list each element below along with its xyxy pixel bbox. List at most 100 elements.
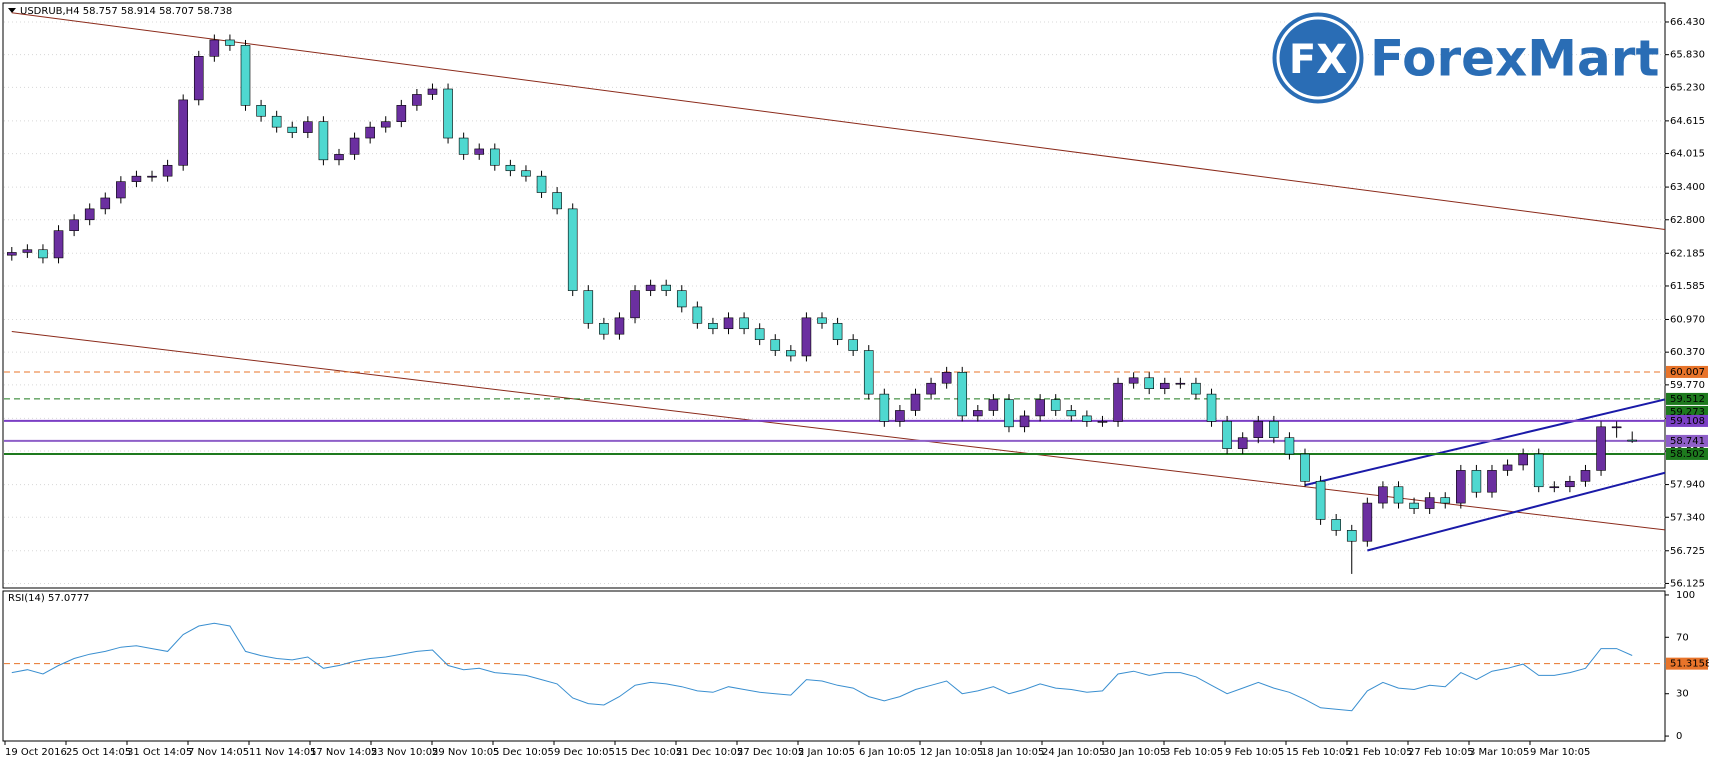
logo: FX ForexMart (1269, 9, 1659, 107)
candle-body (1269, 421, 1279, 439)
candle-body (1159, 382, 1170, 389)
candle-body (474, 148, 485, 155)
candle-body (770, 339, 781, 351)
y-tick-label: 56.725 (1670, 546, 1705, 557)
menu-arrow (8, 8, 16, 13)
candle-body (1378, 486, 1388, 504)
x-tick-label: 27 Dec 10:05 (737, 747, 804, 758)
x-tick-label: 19 Oct 2016 (5, 747, 67, 758)
candle-body (630, 290, 640, 319)
y-tick-label: 65.230 (1670, 82, 1705, 93)
candle-body (505, 164, 516, 172)
candle-body (1596, 426, 1606, 471)
candle-body (1565, 480, 1575, 488)
y-tick-label: 57.340 (1670, 512, 1705, 523)
y-tick-label: 66.430 (1670, 17, 1705, 28)
candle-body (458, 137, 469, 155)
candle-body (1440, 497, 1451, 504)
level-label: 59.512 (1670, 394, 1705, 405)
x-tick-label: 31 Oct 14:05 (127, 747, 192, 758)
candle-body (334, 154, 344, 161)
y-tick-label: 65.830 (1670, 50, 1705, 61)
candle-body (879, 393, 890, 422)
candle-body (1082, 415, 1092, 422)
candle-body (443, 88, 453, 139)
y-tick-label: 62.800 (1670, 215, 1705, 226)
level-label: 60.007 (1670, 367, 1705, 378)
x-tick-label: 2 Jan 10:05 (798, 747, 855, 758)
candle-body (552, 192, 562, 210)
candle-body (349, 137, 360, 155)
candle-body (412, 94, 422, 106)
candle-body (692, 306, 703, 324)
trend-line (1367, 471, 1666, 552)
candle-body (303, 121, 313, 133)
candle-body (848, 339, 858, 351)
x-tick-label: 30 Jan 10:05 (1103, 747, 1166, 758)
candle-body (1424, 497, 1435, 509)
level-label-box (1666, 657, 1708, 670)
candle-body (676, 290, 687, 308)
candle-body (1409, 502, 1419, 509)
y-tick-label: 61.585 (1670, 281, 1705, 292)
level-label-box (1666, 365, 1708, 378)
candle-body (895, 410, 905, 422)
level-label: 59.273 (1670, 407, 1705, 418)
candle-body (365, 126, 375, 139)
x-tick-label: 5 Dec 10:05 (493, 747, 554, 758)
logo-ring (1276, 16, 1360, 100)
x-tick-label: 29 Nov 10:05 (432, 747, 499, 758)
candle-body (1066, 410, 1077, 417)
candle-body (1346, 530, 1357, 542)
candle-body (396, 105, 407, 122)
candle-body (941, 372, 952, 384)
y-tick-label: 70 (1676, 632, 1689, 643)
candle-body (1580, 470, 1591, 482)
level-label-box (1666, 414, 1708, 427)
y-tick-label: 63.400 (1670, 182, 1705, 193)
candle-body (69, 219, 79, 231)
candle-body (22, 249, 33, 253)
level-label: 58.502 (1670, 449, 1705, 460)
x-tick-label: 17 Nov 14:05 (310, 747, 377, 758)
x-tick-label: 11 Nov 14:05 (249, 747, 316, 758)
candle-body (318, 121, 329, 161)
x-tick-label: 23 Nov 10:05 (371, 747, 438, 758)
candle-body (225, 39, 235, 46)
rsi-panel (2, 590, 1666, 742)
candle-body (1237, 437, 1248, 449)
level-label: 59.108 (1670, 416, 1705, 427)
level-label: 58.741 (1670, 436, 1705, 447)
candle-body (988, 399, 999, 411)
candle-body (1004, 399, 1014, 428)
x-tick-label: 7 Nov 14:05 (188, 747, 249, 758)
candle-body (645, 284, 656, 291)
candle-body (599, 322, 609, 335)
candle-body (708, 322, 718, 330)
rsi-title: RSI(14) 57.0777 (8, 593, 89, 604)
candle-body (973, 410, 983, 417)
candle-body (661, 284, 671, 291)
candle-body (801, 317, 812, 357)
candle-body (84, 208, 95, 221)
candle-body (116, 181, 126, 199)
candle-body (38, 249, 48, 259)
x-tick-label: 15 Feb 10:05 (1286, 747, 1352, 758)
x-tick-label: 3 Mar 10:05 (1469, 747, 1529, 758)
candle-body (178, 99, 188, 166)
candle-body (1549, 486, 1560, 489)
candle-body (583, 290, 594, 324)
y-tick-label: 64.615 (1670, 116, 1705, 127)
candle-body (1300, 453, 1310, 482)
price-panel (2, 2, 1666, 589)
x-tick-label: 25 Oct 14:05 (66, 747, 131, 758)
candle-body (1471, 470, 1482, 493)
candle-body (1627, 439, 1638, 442)
level-label-box (1666, 434, 1708, 447)
candle-body (754, 328, 765, 340)
candle-body (240, 45, 251, 106)
candle-body (832, 322, 843, 340)
x-tick-label: 9 Feb 10:05 (1225, 747, 1284, 758)
trend-line (11, 330, 1666, 531)
